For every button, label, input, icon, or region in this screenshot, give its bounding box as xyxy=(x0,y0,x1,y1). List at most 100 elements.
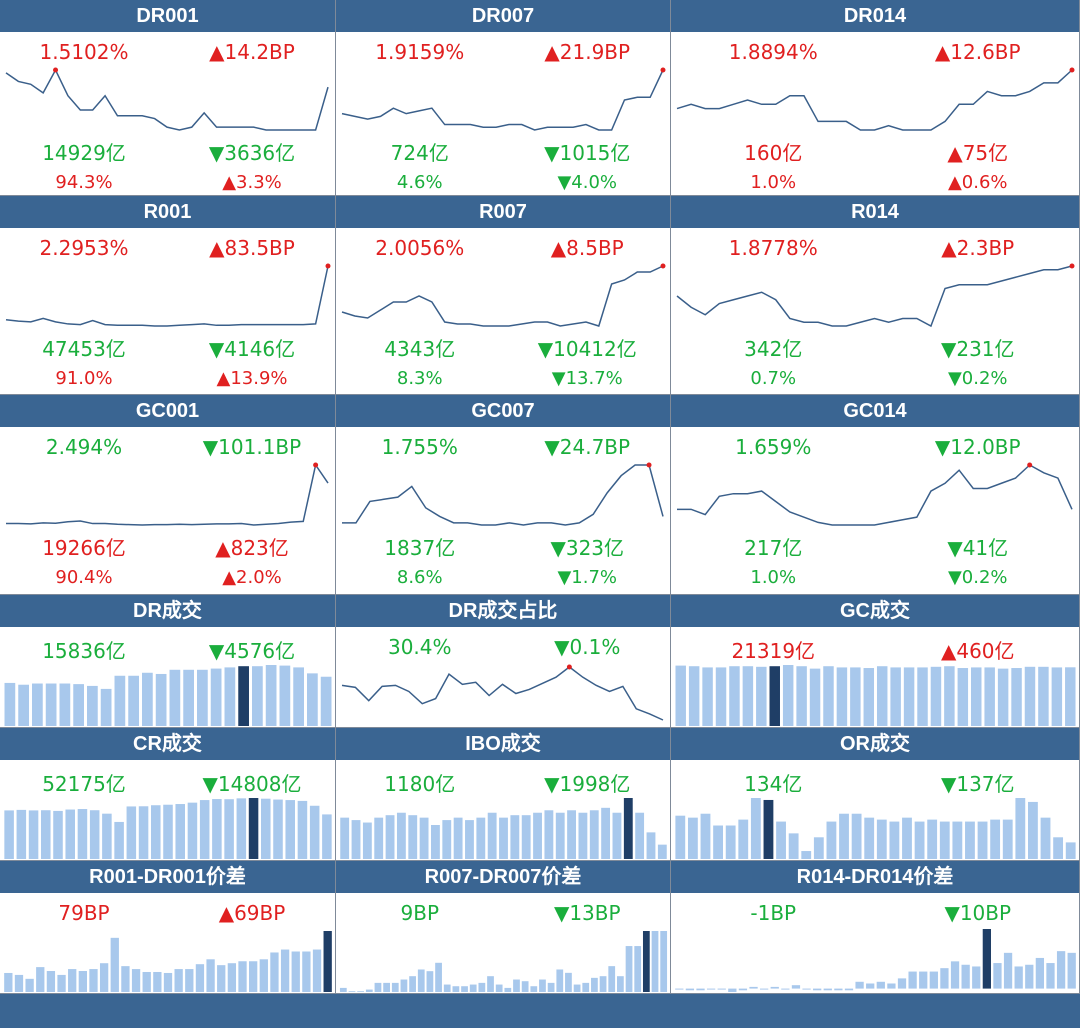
footer-bar xyxy=(0,994,1080,1028)
panel-gc007: GC007 1.755% ▼24.7BP 1837亿 ▼323亿 8.6% ▼1.7% xyxy=(336,395,671,595)
metric-value: 90.4% xyxy=(55,567,113,588)
series-line xyxy=(342,464,664,526)
panel-dr: DR成交 15836亿 ▼4576亿 xyxy=(0,595,336,728)
metric-value: 91.0% xyxy=(55,368,113,389)
metric-value: -1BP xyxy=(750,901,797,925)
bar xyxy=(760,988,769,990)
metric-value: 217亿 xyxy=(744,536,803,560)
plot-line xyxy=(6,462,329,526)
bar xyxy=(175,804,185,859)
bar xyxy=(53,810,63,859)
bar xyxy=(362,822,372,859)
bar xyxy=(78,971,87,992)
bar xyxy=(957,668,969,726)
panel-dr001: DR001 1.5102% ▲14.2BP 14929亿 ▼3636亿 94.3% ▲3.3… xyxy=(0,0,336,196)
bar xyxy=(582,982,590,992)
metric-change: ▼1.7% xyxy=(557,567,618,588)
metric-value: 134亿 xyxy=(744,772,803,796)
bar xyxy=(408,815,418,859)
metric-value: 19266亿 xyxy=(42,536,126,560)
panel-title: DR成交 xyxy=(0,595,335,627)
bar xyxy=(702,667,713,726)
panel-dr014: DR014 1.8894% ▲12.6BP 160亿 ▲75亿 1.0% ▲0.6% xyxy=(671,0,1080,196)
bar xyxy=(897,978,907,989)
bar xyxy=(984,667,995,726)
series-line xyxy=(6,463,329,526)
metric-value: 2.0056% xyxy=(375,236,465,260)
bar xyxy=(533,812,542,859)
series-line xyxy=(5,68,329,131)
bar xyxy=(770,986,779,989)
bar xyxy=(340,817,350,859)
bar xyxy=(539,979,546,992)
panel-title: GC001 xyxy=(0,395,335,427)
metric-change: ▲3.3% xyxy=(222,172,282,193)
bar xyxy=(249,961,258,992)
metric-value: 1.8894% xyxy=(728,40,818,64)
bar xyxy=(155,673,167,726)
plot-bar xyxy=(4,931,332,992)
metric-change: ▼13BP xyxy=(553,901,621,925)
bar xyxy=(65,809,75,859)
metric-value: 47453亿 xyxy=(42,337,126,361)
metric-change: ▼4.0% xyxy=(557,172,618,193)
bar xyxy=(1065,667,1076,726)
panel-dr007: DR007 1.9159% ▲21.9BP 724亿 ▼1015亿 4.6% ▼4.0% xyxy=(336,0,671,196)
bar xyxy=(927,819,938,859)
bar xyxy=(68,969,77,992)
bar xyxy=(280,949,290,992)
bar xyxy=(660,931,668,992)
metric-change: ▼13.7% xyxy=(551,368,623,389)
bar xyxy=(273,799,283,859)
bar xyxy=(374,817,384,859)
series-line xyxy=(341,265,664,327)
bar xyxy=(993,963,1002,989)
metric-change: ▼137亿 xyxy=(940,772,1015,796)
bar xyxy=(591,977,598,992)
bar xyxy=(87,685,98,726)
bar xyxy=(291,951,300,992)
plot-line xyxy=(341,664,664,721)
metric-value: 1.5102% xyxy=(39,40,129,64)
bar xyxy=(675,988,684,990)
panel-title: GC007 xyxy=(336,395,670,427)
metric-value: 2.494% xyxy=(45,435,123,459)
bar xyxy=(476,817,486,859)
panel-r007-dr007: R007-DR007价差 9BP ▼13BP xyxy=(336,861,671,994)
bar xyxy=(210,668,222,726)
bar xyxy=(16,809,27,859)
bar xyxy=(1067,952,1076,989)
panel-title: IBO成交 xyxy=(336,728,670,760)
bar xyxy=(589,810,599,859)
bar xyxy=(309,805,320,859)
bar xyxy=(555,812,565,859)
metric-value: 21319亿 xyxy=(731,639,816,663)
bar xyxy=(802,988,811,990)
panel-title: CR成交 xyxy=(0,728,335,760)
metric-change: ▼323亿 xyxy=(550,536,625,560)
bar xyxy=(426,971,434,992)
metric-change: ▼0.2% xyxy=(947,368,1008,389)
bar xyxy=(419,817,429,859)
bar xyxy=(890,667,901,726)
metric-value: 79BP xyxy=(58,901,110,925)
bar xyxy=(1025,964,1034,989)
bar xyxy=(782,665,794,726)
panel-title: GC014 xyxy=(671,395,1079,427)
bar-highlight xyxy=(623,798,633,859)
bar xyxy=(781,988,790,990)
bar xyxy=(612,812,622,859)
bar xyxy=(634,946,642,992)
bar xyxy=(749,986,758,989)
bar xyxy=(487,976,494,992)
bar xyxy=(212,799,222,859)
bar xyxy=(965,821,975,859)
metric-value: 52175亿 xyxy=(42,772,126,796)
metric-value: 4343亿 xyxy=(384,337,456,361)
metric-value: 8.6% xyxy=(396,567,443,588)
bar xyxy=(28,810,39,859)
bar xyxy=(729,666,740,726)
bar xyxy=(556,969,564,992)
bar xyxy=(864,817,875,859)
bar xyxy=(823,988,832,991)
